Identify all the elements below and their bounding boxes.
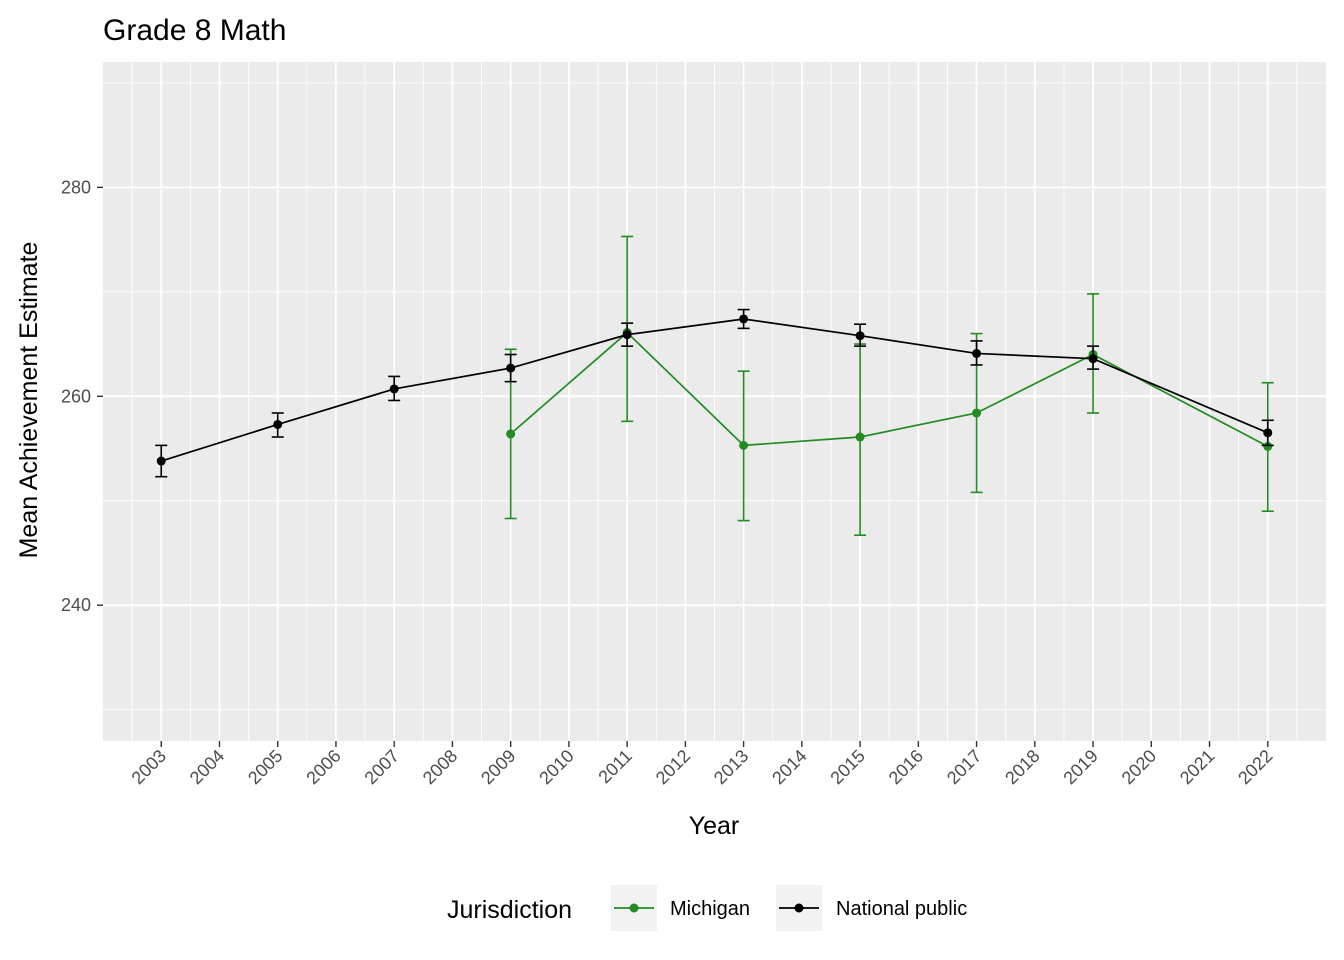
x-axis-title: Year — [689, 812, 740, 840]
data-point — [855, 331, 865, 341]
data-point — [855, 432, 865, 442]
data-point — [739, 314, 749, 324]
plot-panel — [103, 62, 1326, 741]
data-point — [506, 429, 516, 439]
legend: Jurisdiction Michigan National public — [447, 885, 967, 931]
legend-key-point — [794, 903, 804, 913]
minor-gridlines — [103, 62, 1326, 741]
data-point — [739, 440, 749, 450]
series-layer — [155, 235, 1274, 537]
y-tick-label: 280 — [61, 177, 91, 197]
legend-item-michigan: Michigan — [611, 885, 750, 931]
y-axis-ticks: 240 260 280 — [61, 177, 103, 615]
legend-key-point — [629, 903, 639, 913]
data-point — [972, 348, 982, 358]
series-national-public — [155, 308, 1274, 478]
legend-item-national-public: National public — [776, 885, 967, 931]
data-point — [1263, 441, 1273, 451]
legend-label: Michigan — [670, 898, 750, 920]
data-point — [1088, 354, 1098, 364]
y-tick-label: 240 — [61, 595, 91, 615]
series-line — [160, 318, 1269, 462]
data-point — [156, 456, 166, 466]
data-point — [972, 408, 982, 418]
chart-title: Grade 8 Math — [103, 14, 286, 47]
legend-label: National public — [836, 898, 967, 920]
y-tick-label: 260 — [61, 386, 91, 406]
legend-title: Jurisdiction — [447, 896, 572, 924]
y-axis-title: Mean Achievement Estimate — [15, 242, 43, 559]
data-point — [622, 330, 632, 340]
data-point — [273, 419, 283, 429]
legend-items: Michigan National public — [611, 885, 967, 931]
data-point — [389, 384, 399, 394]
data-point — [1263, 428, 1273, 438]
data-point — [506, 363, 516, 373]
